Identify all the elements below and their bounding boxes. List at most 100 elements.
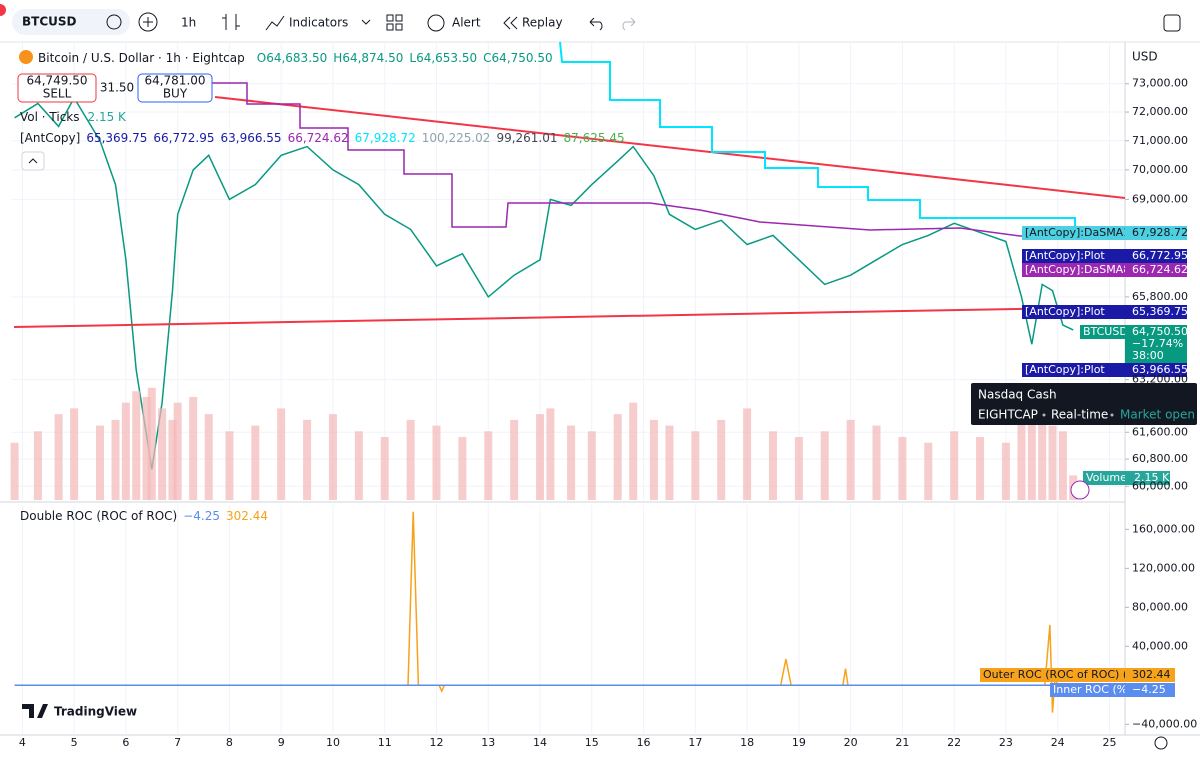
x-tick-label: 9	[278, 736, 285, 749]
tooltip-broker: EIGHTCAP	[978, 408, 1038, 422]
volume-bar	[950, 431, 959, 500]
y-tick-label: 160,000.00	[1132, 522, 1195, 535]
axis-tag-label: [AntCopy]:Plot	[1025, 305, 1105, 318]
legend: Bitcoin / U.S. Dollar · 1h · Eightcap O64…	[38, 51, 553, 65]
symbol-logo	[19, 50, 33, 64]
antcopy-value: 87,625.45	[564, 131, 625, 145]
axis-tag-value: −4.25	[1132, 683, 1166, 696]
volume-label: Vol · Ticks	[20, 110, 80, 124]
axis-tag-value: 66,724.62	[1132, 263, 1188, 276]
x-tick-label: 21	[895, 736, 909, 749]
fullscreen-button[interactable]	[1163, 14, 1181, 32]
buy-button[interactable]	[137, 73, 213, 103]
volume-bar	[132, 391, 141, 500]
volume-bar	[458, 437, 467, 500]
legend-title: Bitcoin / U.S. Dollar · 1h · Eightcap	[38, 51, 245, 65]
axis-tag	[1022, 363, 1125, 377]
volume-bar	[794, 437, 803, 500]
volume-bar	[546, 408, 555, 500]
x-tick-label: 7	[174, 736, 181, 749]
redo-button[interactable]	[622, 17, 636, 31]
y-tick-label: −40,000.00	[1132, 717, 1197, 730]
indicators-button[interactable]: Indicators	[289, 16, 348, 30]
symbol-icon[interactable]	[106, 14, 122, 30]
axis-tag-label: [AntCopy]:Plot	[1025, 363, 1105, 376]
volume-bar	[743, 408, 752, 500]
x-tick-label: 11	[378, 736, 392, 749]
y-tick-label: 40,000.00	[1132, 639, 1188, 652]
volume-bar	[768, 431, 777, 500]
volume-bar	[33, 431, 42, 500]
symbol-search[interactable]	[12, 9, 130, 35]
volume-value: 2.15 K	[88, 110, 128, 124]
layouts-button[interactable]	[386, 14, 403, 31]
symbol[interactable]: BTCUSD	[22, 15, 77, 29]
axis-tag-value: 2.15 K	[1134, 471, 1170, 484]
events-icon[interactable]	[1070, 480, 1090, 500]
interval[interactable]: 1h	[181, 16, 196, 30]
axis-tag-value: 302.44	[1132, 668, 1171, 681]
volume-bar	[1027, 408, 1036, 500]
sell-label[interactable]: SELL	[43, 87, 72, 101]
ohlc-value: 64,683.50	[266, 51, 327, 65]
buy-price[interactable]: 64,781.00	[144, 74, 205, 88]
replay-button[interactable]: Replay	[522, 16, 563, 30]
plot-area	[10, 42, 1129, 735]
axis-tag-value: 67,928.72	[1132, 226, 1188, 239]
compare-button[interactable]	[138, 12, 158, 32]
compare-icon	[143, 17, 153, 27]
y-tick-label: 61,600.00	[1132, 425, 1188, 438]
y-tick-label: 80,000.00	[1132, 600, 1188, 613]
volume-bar	[484, 431, 493, 500]
spread: 31.50	[100, 81, 134, 95]
ohlc-label: H	[333, 51, 342, 65]
volume-bar	[1038, 419, 1047, 500]
series-line	[14, 96, 1074, 470]
volume-bar	[406, 419, 415, 500]
volume-bar	[820, 431, 829, 500]
settings-button[interactable]	[1154, 736, 1168, 750]
axis-tag	[1125, 471, 1170, 485]
tooltip-title: Nasdaq Cash	[978, 388, 1057, 402]
dasma18-line	[559, 41, 1076, 226]
volume-bar	[96, 425, 105, 500]
volume-bar	[121, 402, 130, 500]
volume-bar	[613, 414, 622, 500]
antcopy-value: 63,966.55	[220, 131, 281, 145]
y-tick-label: 63,200.00	[1132, 373, 1188, 386]
last-change: −17.74%	[1132, 337, 1183, 350]
volume-bar	[303, 419, 312, 500]
axis-tag	[1022, 249, 1125, 263]
volume-bar	[70, 408, 79, 500]
sell-button[interactable]	[17, 73, 97, 103]
axis-tag-label: [AntCopy]:DaSMA8	[1025, 263, 1130, 276]
volume-bar	[204, 414, 213, 500]
roc-value: −4.25	[183, 509, 220, 523]
notification-dot	[0, 4, 6, 16]
alert-button[interactable]: Alert	[452, 16, 481, 30]
y-tick-label: 69,000.00	[1132, 192, 1188, 205]
axis-tag	[1125, 363, 1187, 377]
volume-bar	[872, 425, 881, 500]
antcopy-label: [AntCopy]	[20, 131, 80, 145]
axis-tag	[1125, 263, 1187, 277]
buy-label[interactable]: BUY	[163, 87, 188, 101]
volume-bar	[142, 396, 151, 500]
axis-tag-label: Volume	[1086, 471, 1127, 484]
axis-tag	[1125, 226, 1187, 240]
sell-price[interactable]: 64,749.50	[26, 74, 87, 88]
ohlc-label: O	[257, 51, 266, 65]
tooltip-status: Market open	[1120, 408, 1195, 422]
x-tick-label: 22	[947, 736, 961, 749]
collapse-button[interactable]	[21, 151, 45, 171]
chart-type-button[interactable]	[222, 14, 240, 30]
indicators-menu[interactable]	[361, 19, 371, 25]
y-tick-label: 60,800.00	[1132, 452, 1188, 465]
volume-bar	[649, 419, 658, 500]
ohlc-value: 64,874.50	[342, 51, 403, 65]
volume-bar	[1058, 431, 1067, 500]
y-tick-label: 65,800.00	[1132, 290, 1188, 303]
currency[interactable]: USD	[1132, 50, 1158, 64]
axis-tag	[1022, 305, 1125, 319]
undo-button[interactable]	[589, 17, 603, 31]
